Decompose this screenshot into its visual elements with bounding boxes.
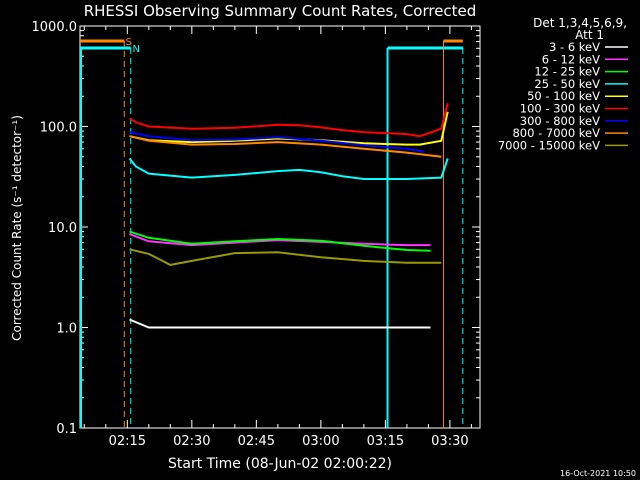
series-line — [129, 233, 431, 247]
x-tick-label: 03:00 — [302, 434, 339, 449]
y-tick-label: 100.0 — [40, 121, 77, 136]
y-tick-label: 1.0 — [56, 322, 77, 337]
legend-entry-label: 7000 - 15000 keV — [498, 138, 600, 152]
plot-frame — [79, 25, 481, 429]
series-line — [129, 230, 431, 252]
night-marker-label: N — [132, 44, 139, 55]
x-tick-label: 03:15 — [367, 434, 404, 449]
legend-entry-label: 6 - 12 keV — [542, 52, 600, 66]
series-line — [128, 157, 449, 180]
x-tick-label: 02:15 — [109, 434, 146, 449]
series-line — [128, 103, 449, 138]
legend-entry-label: 12 - 25 keV — [534, 65, 600, 79]
legend-header-line-1: Det 1,3,4,5,6,9, — [533, 16, 627, 30]
saa-marker-label: S — [126, 37, 132, 48]
legend-entry-label: 800 - 7000 keV — [512, 126, 600, 140]
legend-entry-label: 300 - 800 keV — [520, 114, 600, 128]
legend-entry-label: 50 - 100 keV — [527, 89, 600, 103]
legend-entry-label: 100 - 300 keV — [520, 102, 600, 116]
series-line — [129, 248, 442, 266]
series-line — [129, 135, 442, 158]
series-line — [129, 318, 431, 329]
x-tick-label: 03:30 — [431, 434, 468, 449]
y-tick-label: 0.1 — [56, 422, 77, 437]
legend-header-line-2: Att 1 — [575, 28, 604, 42]
x-axis-label: Start Time (08-Jun-02 02:00:22) — [168, 456, 392, 472]
legend-entry-label: 3 - 6 keV — [549, 40, 600, 54]
plot-area: 0.1 1.0 10.0 100.0 1000.0 02:15 02:30 02:45 03:0… — [32, 20, 481, 449]
x-tick-label: 02:30 — [173, 434, 210, 449]
render-timestamp: 16-Oct-2021 10:50 — [560, 469, 636, 478]
y-axis-label: Corrected Count Rate (s⁻¹ detector⁻¹) — [10, 115, 24, 341]
series-line — [129, 131, 425, 153]
chart-title: RHESSI Observing Summary Count Rates, Co… — [84, 2, 477, 20]
legend-entry-label: 25 - 50 keV — [534, 77, 600, 91]
y-tick-label: 1000.0 — [32, 20, 78, 35]
x-tick-label: 02:45 — [238, 434, 275, 449]
y-tick-label: 10.0 — [48, 221, 77, 236]
